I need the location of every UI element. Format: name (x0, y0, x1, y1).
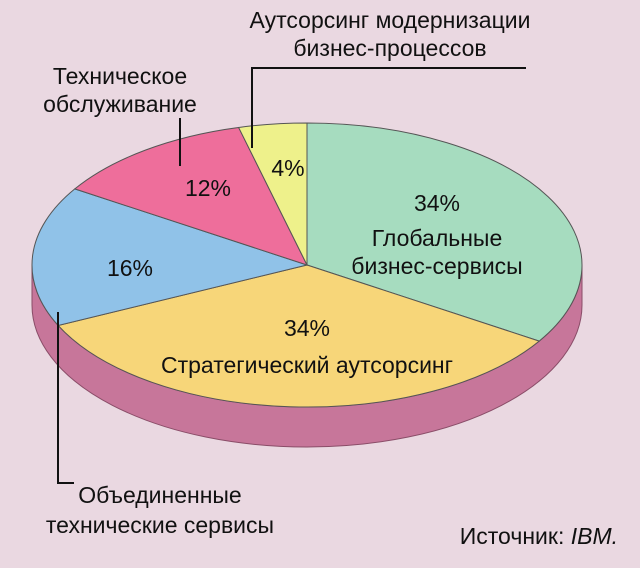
pie-slice (57, 264, 541, 408)
value-label: 34% (414, 190, 460, 216)
value-label: 34% (284, 315, 330, 341)
category-label: Глобальные (372, 225, 503, 251)
leader-line (251, 67, 526, 148)
category-label: обслуживание (43, 91, 197, 117)
category-label: Стратегический аутсорсинг (161, 352, 453, 378)
category-label: Техническое (53, 63, 187, 89)
category-label: технические сервисы (46, 512, 274, 538)
leader-line (57, 312, 74, 484)
source: Источник: IBM. (460, 523, 618, 549)
pie-slice (237, 122, 308, 266)
value-label: 16% (107, 255, 153, 281)
category-label: Аутсорсинг модернизации (250, 7, 531, 33)
value-label: 12% (185, 175, 231, 201)
pie-slice (31, 188, 309, 327)
pie-slice (73, 126, 308, 266)
category-label: бизнес-процессов (293, 35, 486, 61)
category-label: Объединенные (78, 482, 241, 508)
category-label: бизнес-сервисы (351, 253, 522, 279)
source-label: Источник: (460, 523, 565, 549)
pie-slice (306, 122, 583, 342)
value-label: 4% (271, 155, 304, 181)
source-name: IBM. (571, 523, 618, 549)
